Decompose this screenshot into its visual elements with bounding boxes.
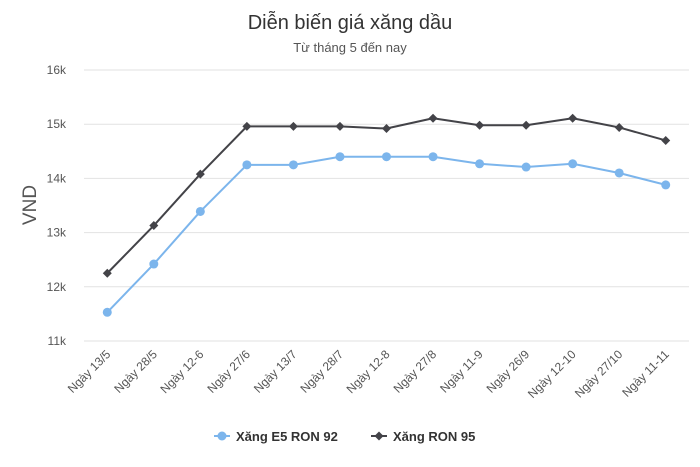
- data-point[interactable]: [661, 135, 671, 145]
- data-point[interactable]: [521, 120, 531, 130]
- legend-item[interactable]: Xăng E5 RON 92: [214, 429, 338, 444]
- data-point[interactable]: [382, 152, 391, 162]
- data-point[interactable]: [242, 160, 252, 170]
- x-tick-label: Ngày 26/9: [484, 347, 533, 396]
- y-tick-label: 14k: [47, 171, 67, 185]
- x-tick-label: Ngày 13/7: [251, 347, 300, 396]
- data-point[interactable]: [382, 124, 391, 134]
- data-point[interactable]: [335, 121, 345, 131]
- series-lines: [102, 113, 671, 317]
- data-point[interactable]: [288, 121, 298, 131]
- data-point[interactable]: [661, 180, 671, 190]
- data-point[interactable]: [102, 307, 112, 317]
- y-tick-label: 13k: [47, 226, 67, 240]
- data-point[interactable]: [195, 169, 205, 179]
- data-point[interactable]: [521, 162, 531, 172]
- legend-label: Xăng RON 95: [393, 429, 475, 444]
- data-point[interactable]: [614, 168, 624, 178]
- legend-diamond-icon: [374, 431, 384, 441]
- data-point[interactable]: [149, 221, 159, 231]
- x-tick-label: Ngày 11-11: [619, 347, 672, 400]
- y-tick-label: 16k: [47, 63, 67, 77]
- x-tick-label: Ngày 28/7: [298, 347, 347, 396]
- x-tick-label: Ngày 12-10: [525, 347, 579, 401]
- data-point[interactable]: [149, 259, 159, 269]
- data-point[interactable]: [614, 122, 624, 132]
- data-point[interactable]: [335, 152, 345, 162]
- data-point[interactable]: [428, 152, 438, 162]
- x-tick-label: Ngày 28/5: [111, 347, 160, 396]
- chart-title: Diễn biến giá xăng dầu: [248, 11, 453, 34]
- data-point[interactable]: [428, 113, 438, 123]
- y-tick-label: 11k: [48, 334, 67, 348]
- x-tick-label: Ngày 27/6: [204, 347, 253, 396]
- x-tick-label: Ngày 27/10: [572, 347, 626, 401]
- x-tick-label: Ngày 27/8: [391, 347, 440, 396]
- series-2: [102, 113, 671, 278]
- x-tick-label: Ngày 11-9: [437, 347, 486, 396]
- data-point[interactable]: [475, 120, 485, 130]
- y-tick-label: 12k: [47, 280, 67, 294]
- series-1: [102, 152, 671, 317]
- legend-item[interactable]: Xăng RON 95: [371, 429, 475, 444]
- data-point[interactable]: [568, 159, 578, 169]
- data-point[interactable]: [195, 206, 205, 216]
- y-tick-label: 15k: [47, 117, 67, 131]
- chart-subtitle: Từ tháng 5 đến nay: [293, 40, 407, 55]
- data-point[interactable]: [475, 159, 485, 169]
- legend[interactable]: Xăng E5 RON 92 Xăng RON 95: [214, 429, 475, 444]
- legend-label: Xăng E5 RON 92: [236, 429, 338, 444]
- data-point[interactable]: [242, 121, 252, 131]
- x-tick-label: Ngày 13/5: [65, 347, 114, 396]
- grid-lines: [84, 69, 689, 342]
- data-point[interactable]: [102, 268, 112, 278]
- y-axis-label: VND: [20, 185, 41, 225]
- data-point[interactable]: [568, 113, 578, 123]
- series-line: [106, 155, 666, 313]
- data-point[interactable]: [288, 160, 298, 170]
- series-line: [106, 117, 666, 274]
- x-tick-label: Ngày 12-8: [344, 347, 393, 396]
- legend-circle-icon: [217, 431, 227, 441]
- y-axis-ticks: 11k 12k 13k 14k 15k 16k: [47, 63, 67, 348]
- x-tick-label: Ngày 12-6: [157, 347, 206, 396]
